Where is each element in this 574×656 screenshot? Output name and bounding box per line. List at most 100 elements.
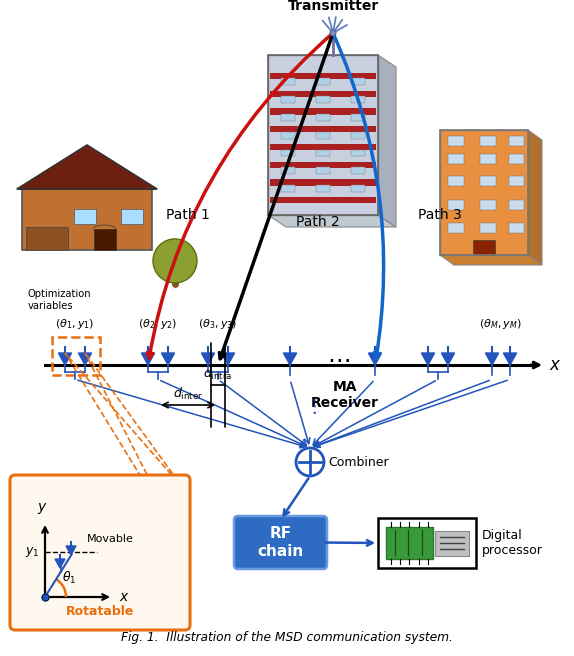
Text: $(\theta_3, y_3)$: $(\theta_3, y_3)$ (198, 317, 238, 331)
Polygon shape (528, 130, 542, 265)
Text: $(\theta_M, y_M)$: $(\theta_M, y_M)$ (479, 317, 521, 331)
Bar (480, 176, 497, 186)
Bar (316, 132, 330, 138)
Bar (281, 132, 295, 138)
Text: Rotatable: Rotatable (66, 605, 134, 618)
Bar (270, 180, 376, 186)
Bar (386, 527, 433, 559)
Polygon shape (201, 353, 215, 365)
Bar (281, 96, 295, 103)
Polygon shape (17, 145, 157, 189)
Polygon shape (369, 353, 382, 365)
Text: $y$: $y$ (37, 501, 48, 516)
Bar (351, 114, 365, 121)
Bar (480, 154, 497, 164)
Bar (316, 167, 330, 174)
Bar (509, 222, 525, 232)
Text: Digital
processor: Digital processor (482, 529, 543, 557)
Bar (316, 79, 330, 85)
Bar (52, 337, 100, 375)
Bar (316, 150, 330, 156)
Bar (474, 240, 495, 255)
Bar (480, 136, 497, 146)
Bar (316, 185, 330, 192)
Text: MA
Receiver: MA Receiver (311, 380, 379, 410)
Polygon shape (268, 215, 396, 227)
Text: $d_{\mathrm{inter}}$: $d_{\mathrm{inter}}$ (173, 386, 203, 402)
Polygon shape (440, 255, 542, 265)
Text: $(\theta_1, y_1)$: $(\theta_1, y_1)$ (55, 317, 95, 331)
Polygon shape (378, 55, 396, 227)
Bar (22, 189, 152, 250)
Text: Path 1: Path 1 (166, 208, 210, 222)
Polygon shape (503, 353, 517, 365)
Text: $(\theta_2, y_2)$: $(\theta_2, y_2)$ (138, 317, 178, 331)
Bar (351, 150, 365, 156)
Bar (448, 154, 464, 164)
Bar (270, 144, 376, 150)
Bar (270, 161, 376, 168)
Text: RF
chain: RF chain (257, 526, 304, 559)
Bar (270, 108, 376, 115)
Circle shape (296, 448, 324, 476)
Circle shape (153, 239, 197, 283)
Text: $x$: $x$ (549, 356, 561, 374)
Text: $\cdots$: $\cdots$ (327, 347, 350, 371)
Bar (448, 176, 464, 186)
Bar (509, 136, 525, 146)
Text: Transmitter: Transmitter (288, 0, 379, 13)
Bar (448, 200, 464, 210)
Bar (94, 229, 115, 250)
Polygon shape (486, 353, 499, 365)
Bar (440, 130, 528, 255)
Bar (509, 200, 525, 210)
Bar (281, 150, 295, 156)
Text: Movable: Movable (87, 534, 133, 544)
Bar (480, 200, 497, 210)
Text: Fig. 1.  Illustration of the MSD communication system.: Fig. 1. Illustration of the MSD communic… (121, 631, 453, 644)
FancyBboxPatch shape (234, 516, 327, 569)
Text: Combiner: Combiner (328, 455, 389, 468)
Polygon shape (441, 353, 455, 365)
Bar (270, 126, 376, 133)
Text: $\vdots$: $\vdots$ (304, 396, 316, 417)
Bar (351, 132, 365, 138)
Bar (316, 96, 330, 103)
Bar (270, 197, 376, 203)
Bar (74, 209, 96, 224)
Polygon shape (79, 353, 92, 365)
Bar (440, 130, 528, 255)
Bar (509, 176, 525, 186)
FancyBboxPatch shape (10, 475, 190, 630)
Bar (448, 222, 464, 232)
Bar (316, 114, 330, 121)
Polygon shape (222, 353, 235, 365)
Polygon shape (284, 353, 297, 365)
Text: Path 3: Path 3 (418, 208, 461, 222)
Bar (121, 209, 143, 224)
Text: $y_1$: $y_1$ (25, 545, 39, 559)
Bar (26, 227, 68, 250)
Bar (351, 79, 365, 85)
Polygon shape (55, 559, 65, 568)
Bar (378, 518, 476, 568)
Bar (448, 136, 464, 146)
Text: $x$: $x$ (119, 590, 130, 604)
Text: Optimization
variables: Optimization variables (28, 289, 92, 311)
Bar (281, 167, 295, 174)
Bar (351, 167, 365, 174)
Bar (270, 73, 376, 79)
Bar (281, 185, 295, 192)
Bar (270, 91, 376, 97)
Bar (281, 79, 295, 85)
Polygon shape (161, 353, 174, 365)
Bar (281, 114, 295, 121)
Bar (268, 55, 378, 215)
Polygon shape (141, 353, 154, 365)
Polygon shape (421, 353, 435, 365)
Text: Path 2: Path 2 (296, 215, 340, 229)
Text: $d_{\mathrm{intra}}$: $d_{\mathrm{intra}}$ (203, 366, 233, 382)
Polygon shape (59, 353, 72, 365)
Circle shape (330, 30, 336, 36)
Bar (435, 531, 469, 556)
